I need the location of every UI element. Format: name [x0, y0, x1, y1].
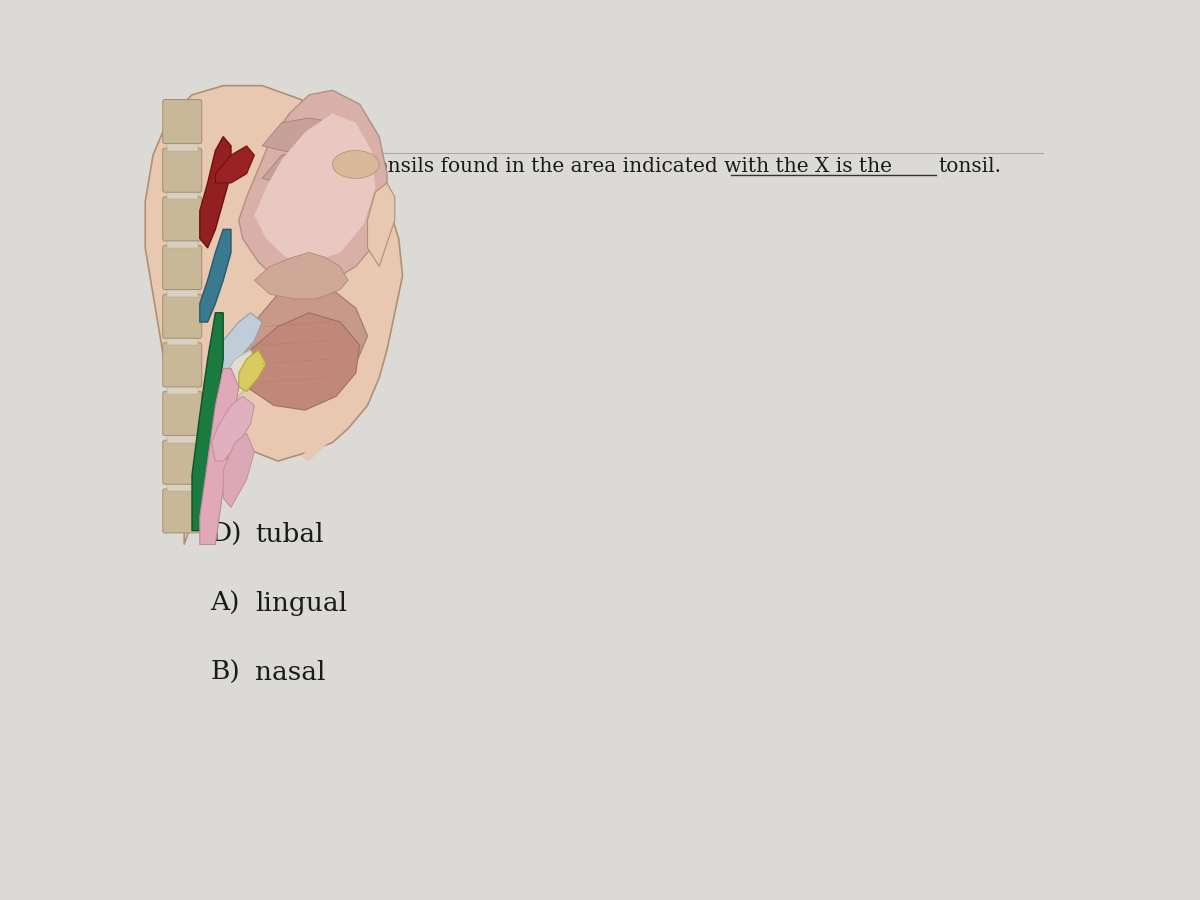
- Polygon shape: [263, 118, 360, 155]
- Text: X: X: [200, 294, 215, 312]
- Text: tubal: tubal: [256, 522, 324, 546]
- Bar: [167, 384, 198, 394]
- Polygon shape: [239, 280, 367, 392]
- Text: lingual: lingual: [256, 591, 347, 616]
- Bar: [167, 482, 198, 491]
- Polygon shape: [301, 405, 364, 461]
- Polygon shape: [254, 113, 376, 262]
- Bar: [167, 433, 198, 443]
- Polygon shape: [208, 313, 263, 387]
- FancyBboxPatch shape: [163, 343, 202, 387]
- Text: tonsil.: tonsil.: [938, 158, 1002, 176]
- Bar: [167, 141, 198, 150]
- FancyBboxPatch shape: [163, 197, 202, 241]
- Polygon shape: [220, 350, 258, 405]
- Polygon shape: [263, 183, 360, 220]
- Ellipse shape: [332, 150, 379, 178]
- FancyBboxPatch shape: [163, 148, 202, 193]
- Polygon shape: [254, 253, 348, 299]
- FancyBboxPatch shape: [163, 294, 202, 338]
- Polygon shape: [216, 146, 254, 183]
- Bar: [167, 238, 198, 248]
- Polygon shape: [367, 183, 395, 266]
- Text: A): A): [210, 591, 240, 616]
- Polygon shape: [263, 150, 360, 187]
- Bar: [167, 190, 198, 199]
- Bar: [167, 336, 198, 346]
- FancyBboxPatch shape: [163, 100, 202, 144]
- FancyBboxPatch shape: [163, 489, 202, 533]
- FancyBboxPatch shape: [163, 246, 202, 290]
- Polygon shape: [239, 350, 266, 392]
- Polygon shape: [199, 368, 239, 544]
- Polygon shape: [145, 86, 403, 544]
- Bar: [167, 287, 198, 296]
- Polygon shape: [223, 433, 254, 508]
- Text: B): B): [210, 661, 240, 685]
- Polygon shape: [199, 137, 232, 248]
- FancyBboxPatch shape: [163, 440, 202, 484]
- Polygon shape: [192, 313, 223, 531]
- Polygon shape: [211, 396, 254, 461]
- Text: ⊞: ⊞: [191, 507, 202, 520]
- Text: One of the two tonsils found in the area indicated with the X is the: One of the two tonsils found in the area…: [210, 158, 893, 176]
- Polygon shape: [199, 230, 232, 322]
- Polygon shape: [232, 313, 360, 410]
- Text: nasal: nasal: [256, 661, 325, 685]
- FancyBboxPatch shape: [163, 392, 202, 436]
- Text: D): D): [210, 522, 242, 546]
- Polygon shape: [239, 90, 388, 285]
